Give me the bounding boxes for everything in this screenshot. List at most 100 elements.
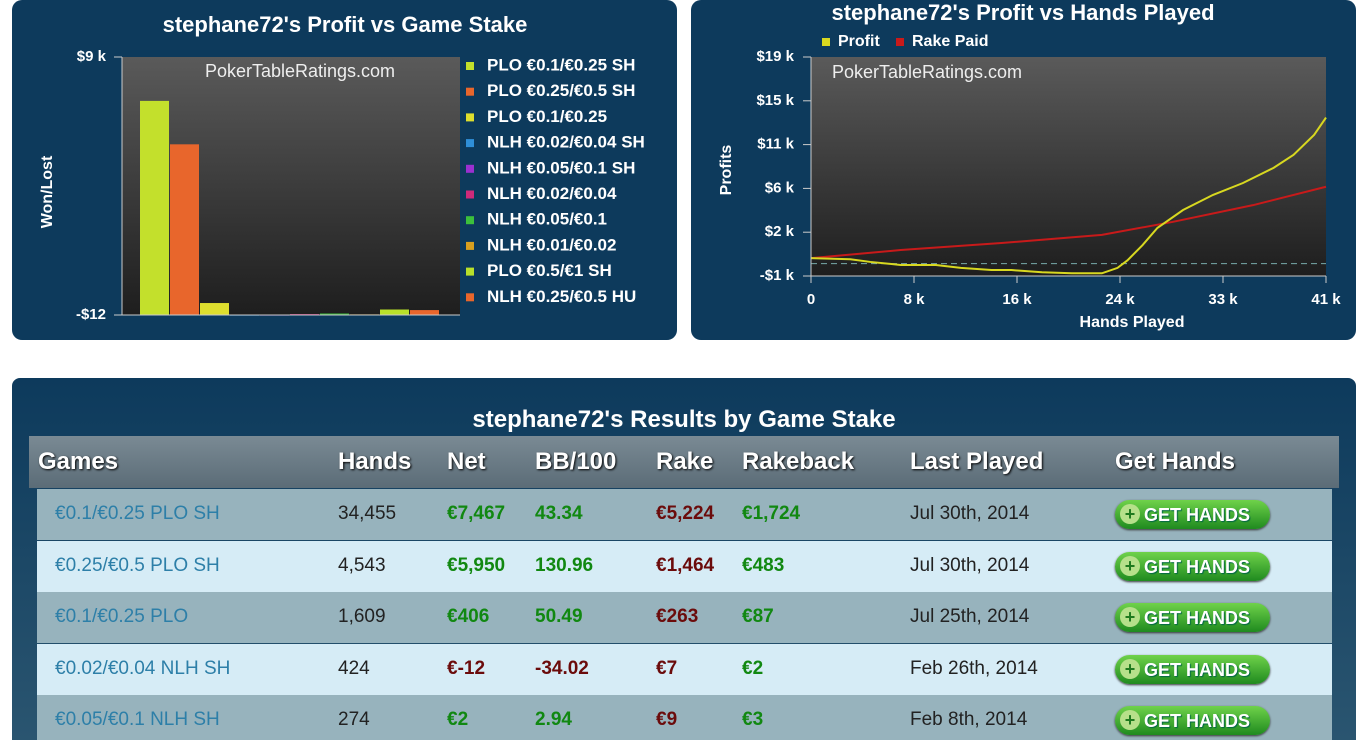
column-header: Last Played bbox=[910, 448, 1044, 475]
table-cell: €406 bbox=[447, 606, 490, 627]
legend-label: PLO €0.5/€1 SH bbox=[487, 261, 612, 280]
y-axis-label: Won/Lost bbox=[39, 155, 56, 228]
y-tick-label: -$12 bbox=[76, 306, 106, 323]
legend-swatch bbox=[466, 87, 474, 96]
table-cell: 50.49 bbox=[535, 606, 583, 627]
table-cell: 424 bbox=[338, 657, 370, 679]
get-hands-button[interactable]: + GET HANDS bbox=[1115, 500, 1270, 529]
table-cell: 1,609 bbox=[338, 606, 386, 627]
legend-label: PLO €0.25/€0.5 SH bbox=[487, 81, 635, 100]
table-cell: €2 bbox=[742, 657, 764, 679]
plus-icon: + bbox=[1120, 504, 1140, 524]
table-cell: 2.94 bbox=[535, 709, 572, 730]
table-cell: €87 bbox=[742, 606, 774, 627]
table-cell: €1,724 bbox=[742, 503, 801, 524]
table-cell: €0.1/€0.25 PLO bbox=[55, 606, 189, 627]
legend-label: Rake Paid bbox=[912, 33, 988, 50]
table-cell: 4,543 bbox=[338, 554, 386, 576]
legend-swatch bbox=[466, 190, 474, 199]
legend-swatch bbox=[466, 139, 474, 148]
legend-label: NLH €0.02/€0.04 SH bbox=[487, 133, 645, 152]
column-header: Net bbox=[447, 448, 486, 475]
table-cell: €5,224 bbox=[656, 503, 715, 524]
plus-icon: + bbox=[1120, 555, 1140, 576]
table-cell: Feb 8th, 2014 bbox=[910, 709, 1028, 730]
y-axis-label: Profits bbox=[718, 145, 735, 196]
bar bbox=[200, 303, 229, 315]
get-hands-button[interactable]: + GET HANDS bbox=[1115, 551, 1270, 581]
results-panel: stephane72's Results by Game Stake Games… bbox=[12, 378, 1356, 740]
table-cell: €7,467 bbox=[447, 503, 506, 524]
table-cell: €3 bbox=[742, 709, 764, 730]
table-row: €0.25/€0.5 PLO SH 4,543 €5,950 130.96 €1,464… bbox=[37, 540, 1332, 592]
table-cell: €0.1/€0.25 PLO SH bbox=[55, 503, 220, 524]
column-header: Games bbox=[38, 448, 119, 475]
table-row: €0.05/€0.1 NLH SH 274 €2 2.94 €9 €3 Feb 8th, 2… bbox=[37, 695, 1332, 740]
legend-swatch bbox=[466, 267, 474, 276]
table-cell: €0.05/€0.1 NLH SH bbox=[55, 709, 220, 730]
x-tick-label: 0 bbox=[807, 291, 815, 308]
button-label: GET HANDS bbox=[1144, 556, 1251, 577]
bar bbox=[410, 310, 439, 315]
bar bbox=[170, 144, 199, 315]
legend-swatch bbox=[466, 164, 474, 173]
legend-label: Profit bbox=[838, 33, 880, 50]
legend-label: PLO €0.1/€0.25 SH bbox=[487, 55, 635, 74]
line bbox=[810, 185, 1327, 260]
table-row: €0.02/€0.04 NLH SH 424 €-12 -34.02 €7 €2 Feb 2… bbox=[37, 643, 1332, 695]
table-cell: 130.96 bbox=[535, 554, 594, 576]
table-cell: €5,950 bbox=[447, 554, 506, 576]
column-header: Hands bbox=[338, 448, 412, 475]
watermark: PokerTableRatings.com bbox=[832, 62, 1022, 82]
plus-icon: + bbox=[1120, 710, 1140, 730]
watermark: PokerTableRatings.com bbox=[205, 61, 395, 81]
chart-title: stephane72's Profit vs Game Stake bbox=[163, 12, 528, 37]
table-cell: €2 bbox=[447, 709, 469, 730]
table-cell: €9 bbox=[656, 709, 678, 730]
get-hands-button[interactable]: + GET HANDS bbox=[1115, 706, 1270, 735]
legend-label: NLH €0.01/€0.02 bbox=[487, 235, 616, 254]
bar bbox=[140, 100, 169, 315]
x-tick-label: 16 k bbox=[1002, 291, 1032, 308]
line bbox=[810, 116, 1327, 275]
table-header: Games Hands Net BB/100 Rake Rakeback Last Play… bbox=[29, 436, 1339, 488]
y-tick-label: $2 k bbox=[765, 223, 795, 240]
table-cell: 43.34 bbox=[535, 503, 583, 524]
y-tick-label: $15 k bbox=[756, 92, 794, 109]
table-cell: €0.25/€0.5 PLO SH bbox=[55, 554, 220, 576]
legend-swatch bbox=[466, 293, 474, 302]
y-tick-label: $9 k bbox=[77, 48, 107, 65]
column-header: Rake bbox=[656, 448, 714, 475]
legend-swatch bbox=[466, 216, 474, 225]
y-tick-label: -$1 k bbox=[760, 267, 795, 284]
y-tick-label: $19 k bbox=[756, 48, 794, 65]
table-cell: 274 bbox=[338, 709, 370, 730]
legend-swatch bbox=[466, 241, 474, 250]
legend-label: PLO €0.1/€0.25 bbox=[487, 107, 607, 126]
get-hands-button[interactable]: + GET HANDS bbox=[1115, 603, 1270, 632]
x-axis-label: Hands Played bbox=[1080, 314, 1185, 331]
table-cell: 34,455 bbox=[338, 503, 397, 524]
get-hands-button[interactable]: + GET HANDS bbox=[1115, 654, 1270, 684]
table-cell: €7 bbox=[656, 657, 678, 679]
legend-label: NLH €0.02/€0.04 bbox=[487, 184, 617, 203]
table-cell: -34.02 bbox=[535, 657, 589, 679]
y-tick-label: $6 k bbox=[765, 179, 795, 196]
table-cell: €-12 bbox=[447, 657, 486, 679]
charts: stephane72's Profit vs Game Stake PokerTa… bbox=[12, 0, 1356, 340]
table-cell: €483 bbox=[742, 554, 785, 576]
column-header: BB/100 bbox=[535, 448, 617, 475]
table-cell: Jul 30th, 2014 bbox=[910, 503, 1030, 524]
button-label: GET HANDS bbox=[1144, 711, 1251, 731]
column-header: Rakeback bbox=[742, 448, 855, 475]
plus-icon: + bbox=[1120, 658, 1140, 679]
y-tick-label: $11 k bbox=[757, 136, 794, 153]
plus-icon: + bbox=[1120, 607, 1140, 627]
x-tick-label: 41 k bbox=[1311, 291, 1341, 308]
legend-swatch bbox=[466, 113, 474, 122]
column-header: Get Hands bbox=[1115, 448, 1236, 475]
table-cell: €1,464 bbox=[656, 554, 715, 576]
table-cell: Feb 26th, 2014 bbox=[910, 657, 1038, 679]
legend-swatch bbox=[466, 62, 474, 70]
